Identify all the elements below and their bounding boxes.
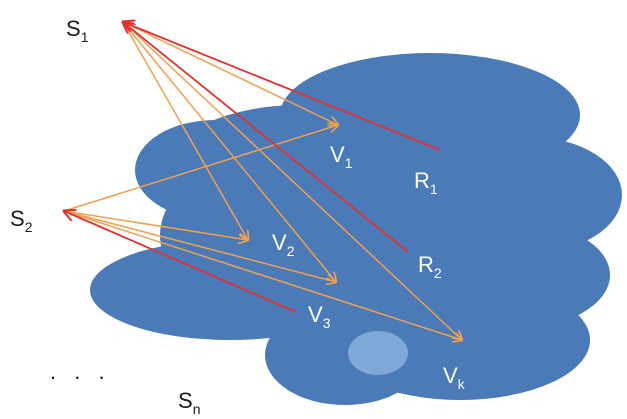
source-label-sn: Sn — [178, 388, 200, 417]
arrow-s2-vk — [63, 210, 462, 340]
vantage-label-v1: V1 — [330, 142, 353, 171]
arrow-s1-v3 — [122, 21, 336, 282]
arrow-r1-s1 — [123, 22, 441, 151]
source-label-s2: S2 — [10, 206, 33, 235]
arrow-s1-v1 — [122, 21, 338, 125]
source-label-s1: S1 — [66, 16, 89, 45]
arrow-s2-v3 — [63, 210, 336, 282]
receiver-label-r1-sub: 1 — [430, 181, 438, 197]
arrow-s1-v2 — [122, 21, 248, 240]
source-label-s1-sub: 1 — [81, 29, 89, 45]
source-label-s2-sub: 2 — [25, 219, 33, 235]
vantage-label-vk-main: V — [443, 363, 458, 388]
vantage-label-v2-main: V — [272, 230, 287, 255]
arrow-v3-s2 — [64, 211, 297, 313]
red-arrows — [64, 22, 441, 313]
source-label-sn-sub: n — [193, 401, 201, 417]
arrow-s1-vk — [122, 21, 462, 340]
orange-arrows — [63, 21, 462, 340]
vantage-label-v3-sub: 3 — [323, 315, 331, 331]
cloud-lobe — [270, 120, 570, 340]
arrow-r2-s1 — [123, 22, 409, 253]
vantage-label-v1-sub: 1 — [345, 155, 353, 171]
vantage-label-vk: Vk — [443, 363, 466, 392]
receiver-label-r1: R1 — [414, 168, 438, 197]
ellipsis: . . . — [50, 359, 111, 384]
vantage-label-v2-sub: 2 — [287, 243, 295, 259]
receiver-label-r1-main: R — [414, 168, 430, 193]
network-cloud — [90, 53, 622, 405]
arrow-s2-v1 — [63, 125, 338, 212]
vantage-label-v3: V3 — [308, 302, 331, 331]
cloud-highlight — [348, 331, 408, 375]
vantage-label-v2: V2 — [272, 230, 295, 259]
vantage-label-v1-main: V — [330, 142, 345, 167]
vantage-label-vk-sub: k — [458, 376, 466, 392]
receiver-label-r2-sub: 2 — [434, 265, 442, 281]
arrow-s2-v2 — [63, 210, 248, 240]
receiver-label-r2: R2 — [418, 252, 442, 281]
source-label-s2-main: S — [10, 206, 25, 231]
receiver-label-r2-main: R — [418, 252, 434, 277]
source-label-s1-main: S — [66, 16, 81, 41]
vantage-label-v3-main: V — [308, 302, 323, 327]
source-label-sn-main: S — [178, 388, 193, 413]
